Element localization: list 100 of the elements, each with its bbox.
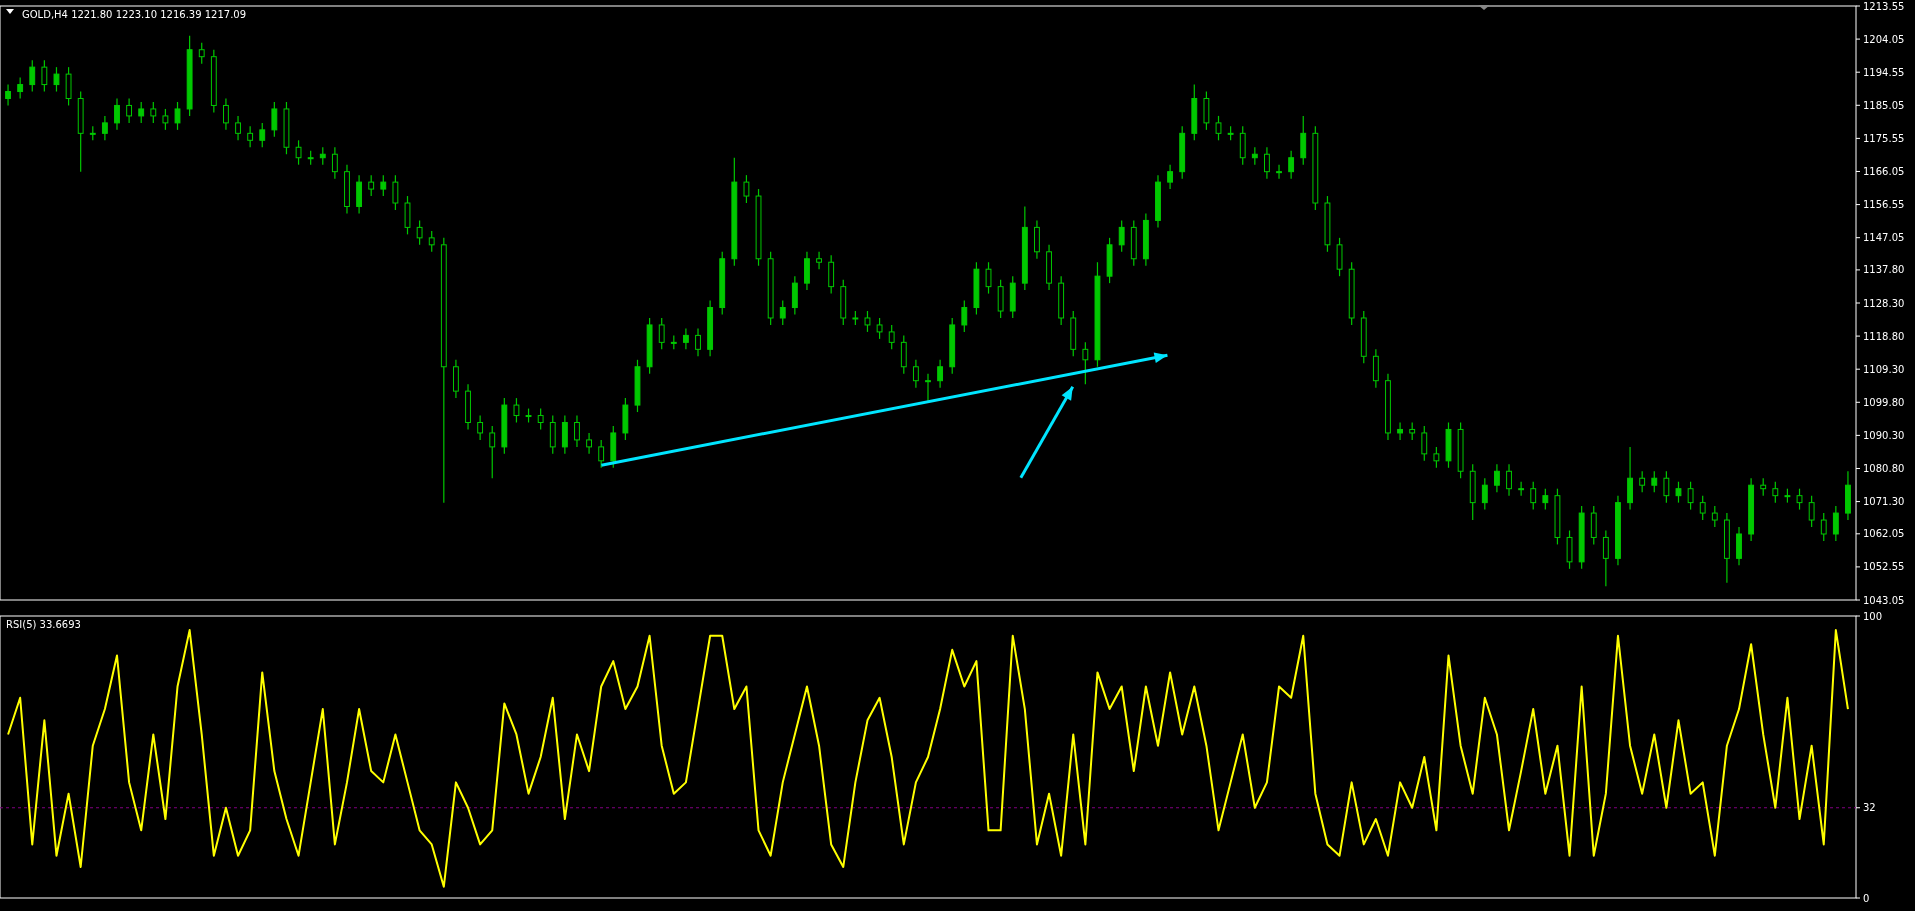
y-tick-label: 1080.80 (1863, 462, 1905, 474)
candlestick (271, 101, 278, 138)
y-tick-label: 1194.55 (1863, 66, 1905, 78)
y-tick-label: 1156.55 (1863, 199, 1905, 211)
candlestick (1675, 481, 1682, 504)
candlestick (235, 115, 241, 141)
y-tick-label: 1109.30 (1863, 363, 1905, 375)
candlestick (658, 317, 665, 350)
y-tick-label: 100 (1863, 610, 1883, 622)
candlestick (1699, 495, 1706, 521)
y-tick-label: 1137.80 (1863, 264, 1905, 276)
candlestick (5, 83, 11, 107)
candlestick (1493, 463, 1500, 493)
candlestick (1711, 505, 1718, 528)
candlestick (682, 327, 689, 350)
y-tick-label: 1090.30 (1863, 429, 1905, 441)
candlestick (380, 174, 387, 197)
candlestick (368, 174, 375, 197)
y-tick-label: 1128.30 (1863, 297, 1905, 309)
y-tick-label: 32 (1863, 802, 1876, 814)
candlestick (925, 373, 931, 403)
candlestick (17, 76, 24, 100)
candlestick (1433, 446, 1440, 469)
y-tick-label: 1204.05 (1863, 33, 1905, 45)
candlestick (1082, 341, 1089, 385)
candlestick (114, 97, 120, 131)
candlestick (1772, 481, 1779, 504)
candlestick (1651, 470, 1658, 493)
candlestick (888, 324, 895, 350)
y-tick-label: 1166.05 (1863, 165, 1905, 177)
y-tick-label: 1043.05 (1863, 594, 1905, 606)
candlestick (295, 139, 302, 166)
candlestick (961, 299, 968, 333)
y-tick-label: 1213.55 (1863, 0, 1905, 12)
candlestick (41, 59, 48, 93)
candlestick (1481, 477, 1488, 511)
candlestick (416, 219, 423, 246)
y-tick-label: 1052.55 (1863, 561, 1905, 573)
candlestick (912, 359, 919, 389)
candlestick (198, 42, 205, 65)
candlestick (586, 432, 592, 455)
candlestick (937, 359, 944, 389)
candlestick (1506, 463, 1512, 497)
candlestick (1215, 115, 1222, 141)
y-tick-label: 1071.30 (1863, 496, 1905, 508)
candlestick (489, 425, 496, 479)
y-tick-label: 0 (1863, 892, 1870, 904)
candlestick (864, 310, 871, 333)
candlestick (1687, 481, 1694, 511)
candlestick (259, 122, 266, 148)
y-tick-label: 1118.80 (1863, 330, 1905, 342)
candlestick (695, 327, 701, 357)
candlestick (392, 174, 399, 211)
y-tick-label: 1062.05 (1863, 528, 1905, 540)
y-tick-label: 1185.05 (1863, 99, 1905, 111)
candlestick (1518, 481, 1525, 497)
candlestick (331, 146, 338, 180)
y-tick-label: 1099.80 (1863, 396, 1905, 408)
candlestick (428, 230, 435, 253)
chart-title: GOLD,H4 1221.80 1223.10 1216.39 1217.09 (22, 9, 247, 20)
candlestick (876, 317, 883, 340)
candlestick (1796, 488, 1803, 511)
candlestick (743, 174, 750, 204)
candlestick (223, 97, 229, 131)
candlestick (537, 407, 544, 431)
candlestick (29, 59, 36, 93)
candlestick (985, 261, 992, 295)
candlestick (1602, 529, 1609, 587)
candlestick (162, 108, 169, 131)
candlestick (247, 125, 254, 148)
candlestick (816, 251, 822, 270)
candlestick (1832, 505, 1839, 542)
candlestick (1264, 146, 1270, 180)
candlestick (513, 397, 520, 424)
candlestick (53, 66, 60, 93)
y-tick-label: 1147.05 (1863, 232, 1905, 244)
candlestick (138, 101, 145, 124)
candlestick (1397, 421, 1403, 441)
candlestick (1276, 164, 1282, 180)
candlestick (150, 101, 157, 124)
candlestick (1663, 470, 1670, 504)
candlestick (598, 439, 605, 469)
candlestick (1530, 481, 1537, 511)
line-series (7, 629, 1849, 888)
candlestick (126, 97, 133, 124)
chart-title: RSI(5) 33.6693 (6, 619, 81, 630)
candlestick (1421, 425, 1428, 462)
candlestick (1288, 150, 1295, 180)
candlestick (1167, 164, 1174, 190)
y-tick-label: 1175.55 (1863, 132, 1905, 144)
candlestick (1639, 470, 1646, 493)
candlestick (574, 414, 580, 448)
candlestick (174, 101, 181, 131)
candlestick (1118, 219, 1125, 253)
candlestick (477, 414, 484, 441)
candlestick (779, 299, 786, 326)
candlestick (1820, 512, 1827, 542)
candlestick (1808, 495, 1815, 528)
candlestick (101, 115, 108, 141)
candlestick (1542, 488, 1549, 511)
